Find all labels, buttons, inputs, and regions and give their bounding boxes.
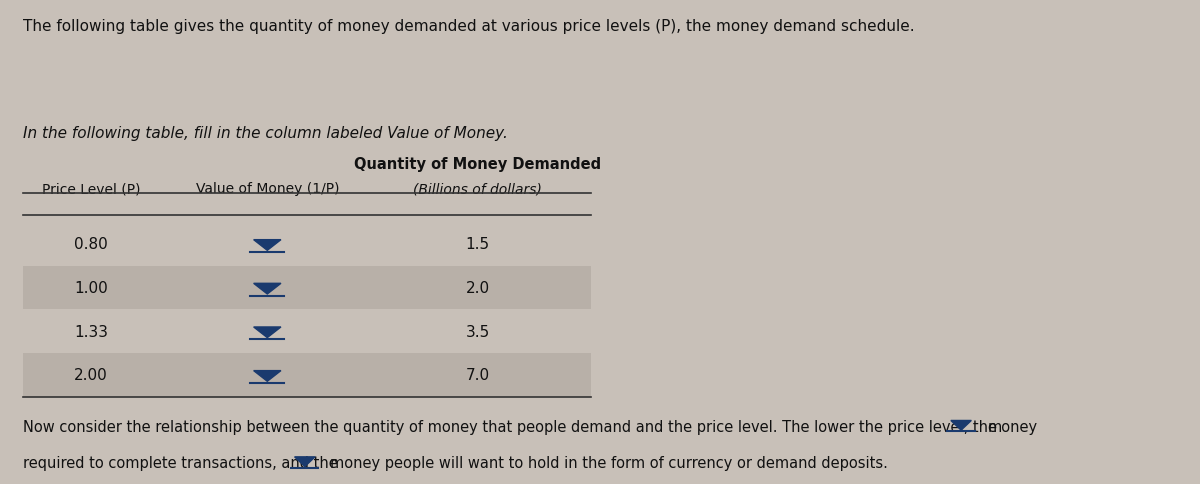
Text: (Billions of dollars): (Billions of dollars) xyxy=(413,182,542,196)
Text: 2.00: 2.00 xyxy=(74,368,108,382)
Text: Quantity of Money Demanded: Quantity of Money Demanded xyxy=(354,157,601,172)
Text: 3.5: 3.5 xyxy=(466,324,490,339)
Text: 7.0: 7.0 xyxy=(466,368,490,382)
Text: money: money xyxy=(988,419,1037,434)
Polygon shape xyxy=(253,284,281,294)
Text: 1.33: 1.33 xyxy=(74,324,108,339)
Text: 2.0: 2.0 xyxy=(466,281,490,295)
Text: 1.00: 1.00 xyxy=(74,281,108,295)
Polygon shape xyxy=(950,421,971,430)
Text: 1.5: 1.5 xyxy=(466,237,490,252)
Polygon shape xyxy=(294,457,316,467)
Text: Value of Money (1/P): Value of Money (1/P) xyxy=(196,182,340,196)
Polygon shape xyxy=(253,327,281,338)
Polygon shape xyxy=(253,240,281,251)
Text: Price Level (P): Price Level (P) xyxy=(42,182,140,196)
Polygon shape xyxy=(253,371,281,381)
Bar xyxy=(23,310,592,353)
Bar xyxy=(23,353,592,397)
Bar xyxy=(23,223,592,266)
Text: money people will want to hold in the form of currency or demand deposits.: money people will want to hold in the fo… xyxy=(330,455,888,470)
Text: The following table gives the quantity of money demanded at various price levels: The following table gives the quantity o… xyxy=(23,19,914,34)
Bar xyxy=(23,266,592,310)
Text: Now consider the relationship between the quantity of money that people demand a: Now consider the relationship between th… xyxy=(23,419,997,434)
Text: required to complete transactions, and the: required to complete transactions, and t… xyxy=(23,455,337,470)
Text: 0.80: 0.80 xyxy=(74,237,108,252)
Text: In the following table, fill in the column labeled Value of Money.: In the following table, fill in the colu… xyxy=(23,126,508,141)
